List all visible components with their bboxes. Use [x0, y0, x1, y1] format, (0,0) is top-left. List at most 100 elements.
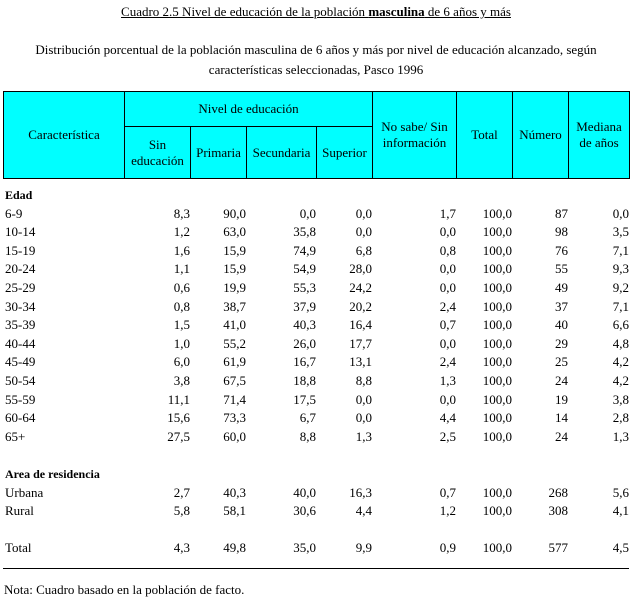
table-row: 20-24 1,1 15,9 54,9 28,0 0,0 100,0 55 9,3 — [3, 260, 629, 279]
cell-value: 55,3 — [293, 279, 316, 295]
row-label: 55-59 — [5, 391, 36, 407]
cell-value: 87 — [555, 205, 568, 221]
header-numero: Número — [512, 91, 569, 179]
cell-value: 18,8 — [293, 372, 316, 388]
cell-value: 24 — [555, 372, 568, 388]
cell-value: 63,0 — [223, 224, 246, 240]
section-label: Edad — [5, 188, 33, 202]
cell-value: 49 — [555, 279, 568, 295]
header-total: Total — [456, 91, 513, 179]
cell-value: 100,0 — [482, 484, 512, 500]
cell-value: 100,0 — [482, 242, 512, 258]
header-caracteristica: Característica — [3, 91, 125, 179]
subtitle-line: características seleccionadas, Pasco 199… — [208, 62, 424, 77]
cell-value: 100,0 — [482, 335, 512, 351]
row-label: 40-44 — [5, 335, 36, 351]
cell-value: 55 — [555, 261, 568, 277]
table-row: 50-54 3,8 67,5 18,8 8,8 1,3 100,0 24 4,2 — [3, 372, 629, 391]
cell-value: 0,0 — [439, 261, 456, 277]
cell-value: 40 — [555, 317, 568, 333]
row-label: Urbana — [5, 484, 44, 500]
cell-value: 4,8 — [612, 335, 629, 351]
header-superior: Superior — [316, 126, 373, 179]
cell-value: 5,8 — [173, 503, 190, 519]
cell-value: 3,5 — [612, 224, 629, 240]
cell-value: 100,0 — [482, 205, 512, 221]
cell-value: 4,3 — [173, 540, 190, 556]
row-label: 45-49 — [5, 354, 36, 370]
row-label: Rural — [5, 503, 34, 519]
spacer-row — [3, 446, 629, 465]
cell-value: 17,5 — [293, 391, 316, 407]
cell-value: 71,4 — [223, 391, 246, 407]
cell-value: 2,4 — [439, 298, 456, 314]
cell-value: 0,0 — [299, 205, 316, 221]
row-label: 15-19 — [5, 242, 36, 258]
title-bold: masculina — [368, 4, 425, 19]
table-subtitle: Distribución porcentual de la población … — [0, 40, 632, 80]
cell-value: 17,7 — [349, 335, 372, 351]
cell-value: 100,0 — [482, 224, 512, 240]
title-prefix: Cuadro 2.5 Nivel de educación de la pobl… — [121, 4, 369, 19]
cell-value: 100,0 — [482, 503, 512, 519]
cell-value: 58,1 — [223, 503, 246, 519]
cell-value: 16,3 — [349, 484, 372, 500]
cell-value: 30,6 — [293, 503, 316, 519]
row-label: 35-39 — [5, 317, 36, 333]
cell-value: 14 — [555, 410, 568, 426]
cell-value: 1,2 — [173, 224, 190, 240]
cell-value: 5,6 — [612, 484, 629, 500]
cell-value: 100,0 — [482, 391, 512, 407]
cell-value: 20,2 — [349, 298, 372, 314]
section-heading: Area de residencia — [3, 465, 629, 484]
cell-value: 28,0 — [349, 261, 372, 277]
header-secundaria: Secundaria — [246, 126, 317, 179]
cell-value: 73,3 — [223, 410, 246, 426]
cell-value: 1,3 — [439, 372, 456, 388]
table-row: 40-44 1,0 55,2 26,0 17,7 0,0 100,0 29 4,8 — [3, 335, 629, 354]
cell-value: 6,8 — [355, 242, 372, 258]
cell-value: 2,7 — [173, 484, 190, 500]
cell-value: 1,6 — [173, 242, 190, 258]
cell-value: 98 — [555, 224, 568, 240]
table-row: 60-64 15,6 73,3 6,7 0,0 4,4 100,0 14 2,8 — [3, 409, 629, 428]
header-primaria: Primaria — [190, 126, 247, 179]
cell-value: 8,8 — [355, 372, 372, 388]
cell-value: 8,3 — [173, 205, 190, 221]
cell-value: 54,9 — [293, 261, 316, 277]
cell-value: 16,4 — [349, 317, 372, 333]
cell-value: 0,0 — [612, 205, 629, 221]
title-suffix: de 6 años y más — [424, 4, 511, 19]
cell-value: 49,8 — [223, 540, 246, 556]
header-mediana: Mediana de años — [568, 91, 630, 179]
cell-value: 0,0 — [439, 279, 456, 295]
cell-value: 19,9 — [223, 279, 246, 295]
header-sin: Sin educación — [124, 126, 191, 179]
cell-value: 0,7 — [439, 484, 456, 500]
table-row: 55-59 11,1 71,4 17,5 0,0 0,0 100,0 19 3,8 — [3, 391, 629, 410]
cell-value: 11,1 — [167, 391, 190, 407]
cell-value: 24 — [555, 428, 568, 444]
cell-value: 4,4 — [355, 503, 372, 519]
cell-value: 19 — [555, 391, 568, 407]
cell-value: 0,6 — [173, 279, 190, 295]
cell-value: 35,0 — [293, 540, 316, 556]
cell-value: 15,9 — [223, 261, 246, 277]
section-heading: Edad — [3, 186, 629, 205]
row-label: 25-29 — [5, 279, 36, 295]
cell-value: 100,0 — [482, 317, 512, 333]
cell-value: 100,0 — [482, 428, 512, 444]
cell-value: 40,0 — [293, 484, 316, 500]
table-row: 45-49 6,0 61,9 16,7 13,1 2,4 100,0 25 4,2 — [3, 353, 629, 372]
cell-value: 0,9 — [439, 540, 456, 556]
spacer-row — [3, 521, 629, 540]
cell-value: 0,0 — [355, 224, 372, 240]
row-label: 6-9 — [5, 205, 23, 221]
cell-value: 76 — [555, 242, 568, 258]
table-row: 6-9 8,3 90,0 0,0 0,0 1,7 100,0 87 0,0 — [3, 205, 629, 224]
cell-value: 1,3 — [612, 428, 629, 444]
header-nosabe: No sabe/ Sin información — [372, 91, 457, 179]
cell-value: 24,2 — [349, 279, 372, 295]
cell-value: 268 — [548, 484, 569, 500]
cell-value: 40,3 — [293, 317, 316, 333]
